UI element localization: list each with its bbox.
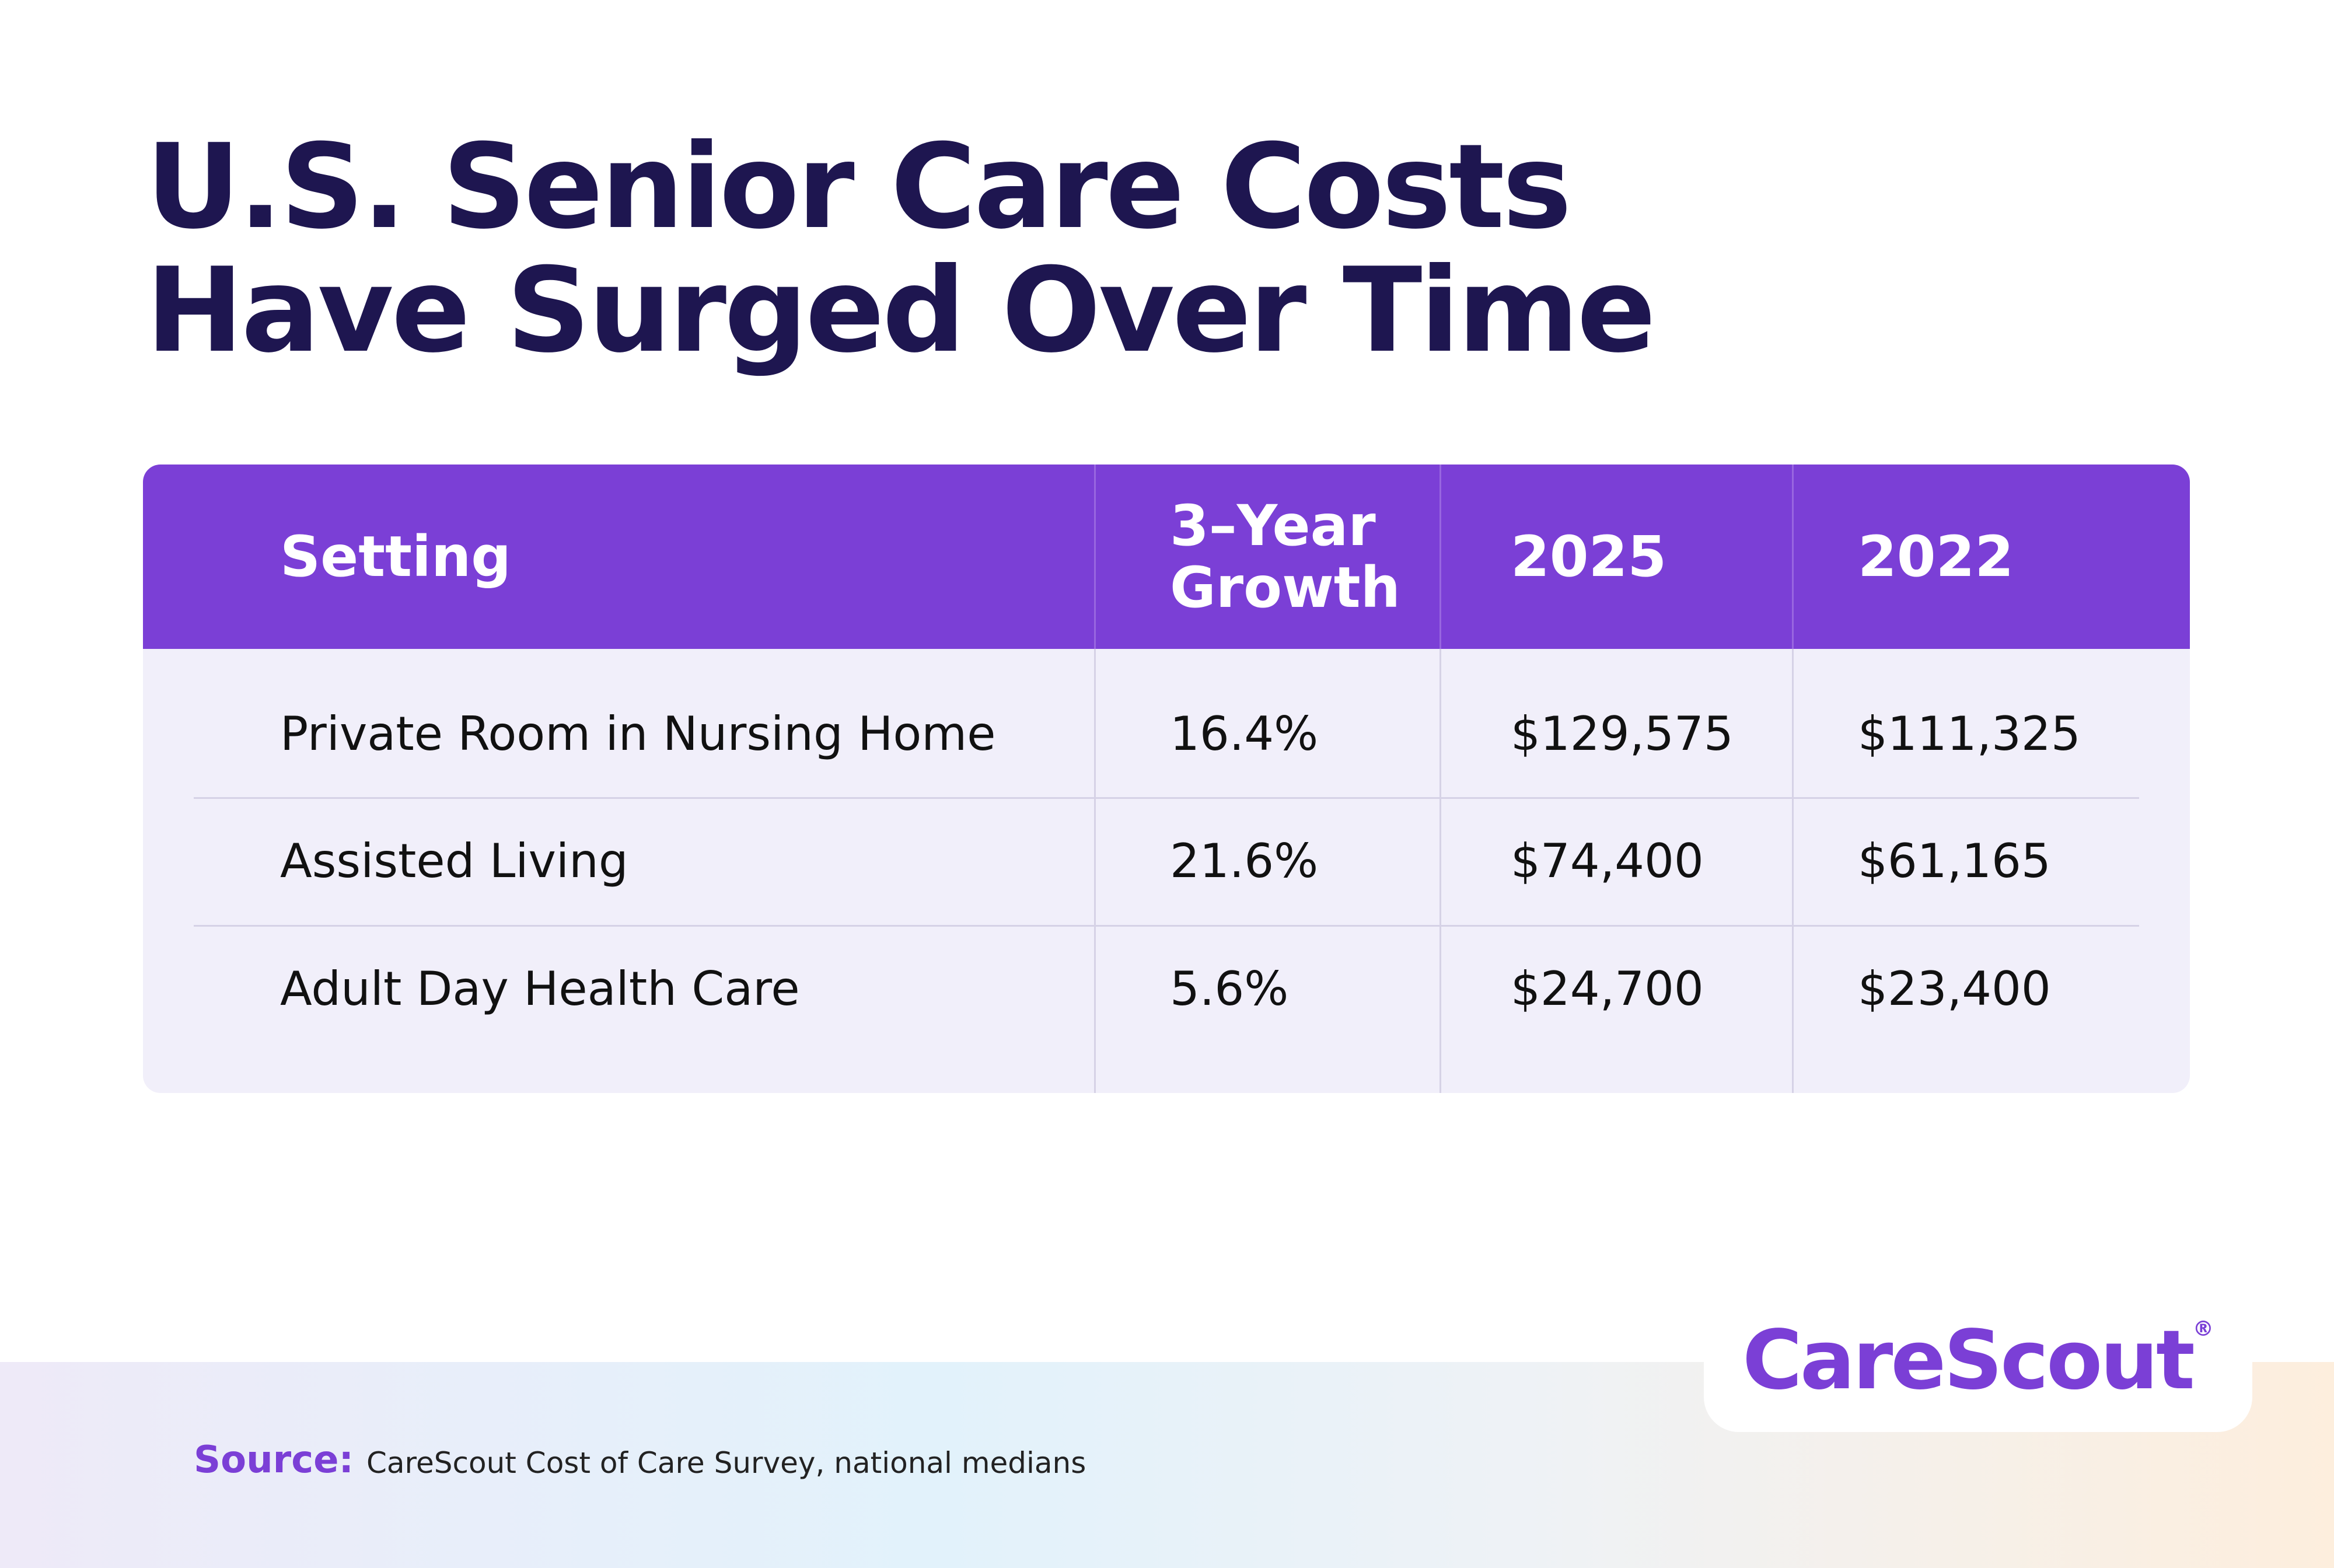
logo-text: CareScout	[1742, 1313, 2195, 1408]
column-header: 2022	[1858, 524, 2014, 589]
row-divider	[194, 797, 2139, 799]
source-text: CareScout Cost of Care Survey, national …	[366, 1446, 1086, 1480]
divider	[1094, 465, 1096, 649]
table-cell: 16.4%	[1170, 707, 1319, 761]
source-label: Source:	[194, 1438, 354, 1482]
table-cell: $111,325	[1858, 707, 2081, 761]
table-cell: 21.6%	[1170, 834, 1319, 888]
table: Setting 3–Year Growth 2025 2022 Private Room…	[143, 465, 2190, 1093]
column-header: Setting	[280, 524, 511, 589]
table-cell: Adult Day Health Care	[280, 962, 800, 1016]
title: U.S. Senior Care Costs Have Surged Over …	[146, 119, 1656, 379]
column-header: 3–Year Growth	[1170, 493, 1401, 620]
divider	[1792, 465, 1794, 649]
divider	[1094, 649, 1096, 1093]
divider	[1439, 465, 1441, 649]
logo-mark: ®	[2192, 1317, 2214, 1341]
column-header: 2025	[1511, 524, 1667, 589]
logo: CareScout®	[1710, 1313, 2246, 1408]
table-cell: $74,400	[1511, 834, 1704, 888]
table-cell: Private Room in Nursing Home	[280, 707, 996, 761]
table-header	[143, 465, 2190, 649]
table-cell: $129,575	[1511, 707, 1734, 761]
divider	[1439, 649, 1441, 1093]
table-cell: $61,165	[1858, 834, 2051, 888]
row-divider	[194, 925, 2139, 927]
table-cell: $23,400	[1858, 962, 2051, 1016]
table-cell: Assisted Living	[280, 834, 628, 888]
logo-tab	[1704, 1362, 2252, 1432]
table-cell: $24,700	[1511, 962, 1704, 1016]
table-cell: 5.6%	[1170, 962, 1289, 1016]
divider	[1792, 649, 1794, 1093]
